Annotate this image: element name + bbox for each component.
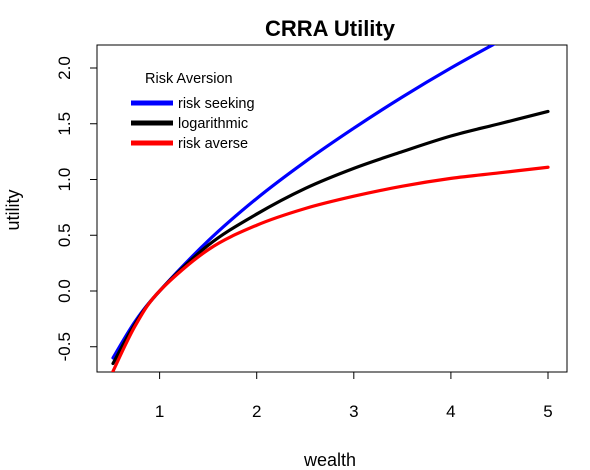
x-tick-label: 5 <box>543 402 552 421</box>
legend-label: risk seeking <box>178 96 255 112</box>
y-tick-label: 0.5 <box>55 223 74 247</box>
legend-label: logarithmic <box>178 116 248 132</box>
series-line-risk-seeking <box>111 45 496 360</box>
y-axis: -0.5 0.0 0.5 1.0 1.5 2.0 <box>55 56 98 361</box>
y-tick-label: 2.0 <box>55 56 74 80</box>
x-tick-label: 2 <box>252 402 261 421</box>
y-tick-label: 1.0 <box>55 168 74 192</box>
series-line-risk-averse <box>111 165 550 372</box>
series-layer <box>111 45 550 372</box>
legend: Risk Aversion risk seeking logarithmic ris… <box>131 71 255 152</box>
x-tick-label: 1 <box>155 402 164 421</box>
x-axis-label: wealth <box>303 450 356 470</box>
y-tick-label: 1.5 <box>55 112 74 136</box>
x-tick-label: 4 <box>446 402 455 421</box>
y-tick-label: -0.5 <box>55 332 74 361</box>
plot-frame <box>96 44 568 373</box>
legend-title: Risk Aversion <box>145 71 233 87</box>
x-axis: 1 2 3 4 5 <box>155 371 553 421</box>
y-axis-label: utility <box>3 189 23 230</box>
legend-label: risk averse <box>178 136 248 152</box>
y-tick-label: 0.0 <box>55 279 74 303</box>
x-tick-label: 3 <box>349 402 358 421</box>
chart-title: CRRA Utility <box>265 16 396 41</box>
